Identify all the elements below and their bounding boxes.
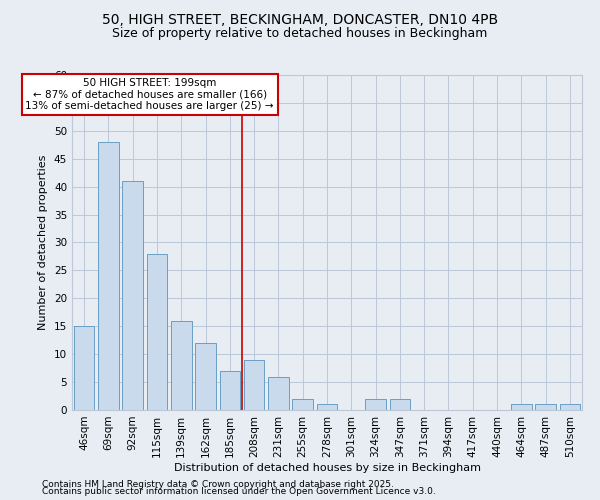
Y-axis label: Number of detached properties: Number of detached properties	[38, 155, 49, 330]
Bar	[365, 399, 386, 410]
X-axis label: Distribution of detached houses by size in Beckingham: Distribution of detached houses by size …	[173, 462, 481, 472]
Text: Contains HM Land Registry data © Crown copyright and database right 2025.: Contains HM Land Registry data © Crown c…	[42, 480, 394, 489]
Bar	[244, 360, 265, 410]
Bar	[122, 181, 143, 410]
Bar	[560, 404, 580, 410]
Bar	[146, 254, 167, 410]
Bar	[171, 320, 191, 410]
Bar	[535, 404, 556, 410]
Text: 50 HIGH STREET: 199sqm
← 87% of detached houses are smaller (166)
13% of semi-de: 50 HIGH STREET: 199sqm ← 87% of detached…	[25, 78, 274, 111]
Bar	[317, 404, 337, 410]
Text: Size of property relative to detached houses in Beckingham: Size of property relative to detached ho…	[112, 28, 488, 40]
Bar	[389, 399, 410, 410]
Bar	[292, 399, 313, 410]
Bar	[220, 371, 240, 410]
Bar	[268, 376, 289, 410]
Bar	[195, 343, 216, 410]
Bar	[511, 404, 532, 410]
Text: Contains public sector information licensed under the Open Government Licence v3: Contains public sector information licen…	[42, 488, 436, 496]
Text: 50, HIGH STREET, BECKINGHAM, DONCASTER, DN10 4PB: 50, HIGH STREET, BECKINGHAM, DONCASTER, …	[102, 12, 498, 26]
Bar	[74, 326, 94, 410]
Bar	[98, 142, 119, 410]
